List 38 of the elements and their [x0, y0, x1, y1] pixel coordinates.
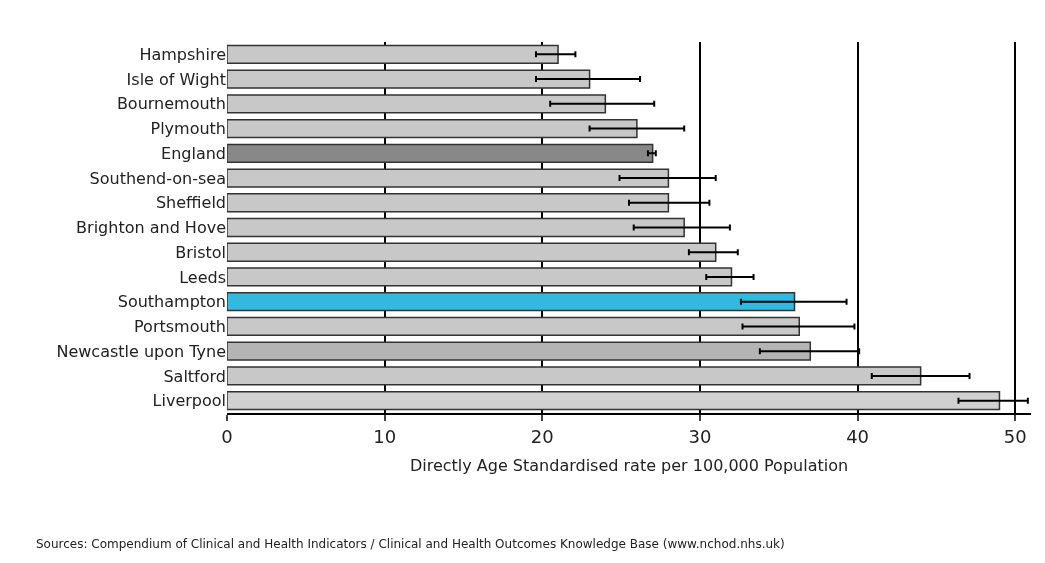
bar	[227, 143, 654, 163]
y-tick-label: Saltford	[163, 366, 226, 386]
bar	[227, 341, 812, 361]
x-tick-label: 50	[1003, 425, 1027, 447]
y-tick-label: Plymouth	[150, 119, 226, 139]
x-tick-label: 20	[530, 425, 554, 447]
y-tick-label: Bournemouth	[116, 94, 226, 114]
x-tick-label: 10	[373, 425, 397, 447]
bar	[227, 267, 733, 287]
bar	[227, 168, 670, 188]
y-tick-label: England	[161, 143, 226, 163]
y-tick-label: Newcastle upon Tyne	[56, 341, 226, 361]
y-tick-label: Southampton	[117, 292, 226, 312]
source-note: Sources: Compendium of Clinical and Health Indicators / Clinical and Health Outcomes Knowledge Base (www.nchod.nhs.uk)	[36, 537, 785, 551]
bar	[227, 217, 685, 238]
x-tick-label: 30	[688, 425, 712, 447]
bar	[227, 292, 796, 312]
bar	[227, 390, 1001, 411]
bar	[227, 193, 670, 213]
y-tick-label: Leeds	[179, 267, 226, 287]
x-tick-label: 0	[221, 425, 233, 447]
bar	[227, 69, 591, 89]
y-tick-label: Portsmouth	[134, 317, 226, 337]
y-tick-label: Liverpool	[152, 391, 226, 411]
y-tick-label: Southend-on-sea	[89, 168, 226, 188]
bar	[227, 316, 801, 337]
bar	[227, 118, 638, 139]
y-tick-label: Isle of Wight	[126, 69, 226, 89]
y-tick-label: Bristol	[175, 242, 226, 262]
bar	[227, 44, 559, 65]
bar	[227, 94, 607, 114]
x-axis-title: Directly Age Standardised rate per 100,000 Population	[409, 455, 849, 475]
y-tick-label: Hampshire	[139, 44, 226, 64]
y-tick-label: Brighton and Hove	[76, 218, 226, 238]
x-tick-label: 40	[846, 425, 870, 447]
bar	[227, 242, 717, 262]
bar	[227, 366, 922, 386]
y-tick-label: Sheffield	[155, 193, 226, 213]
